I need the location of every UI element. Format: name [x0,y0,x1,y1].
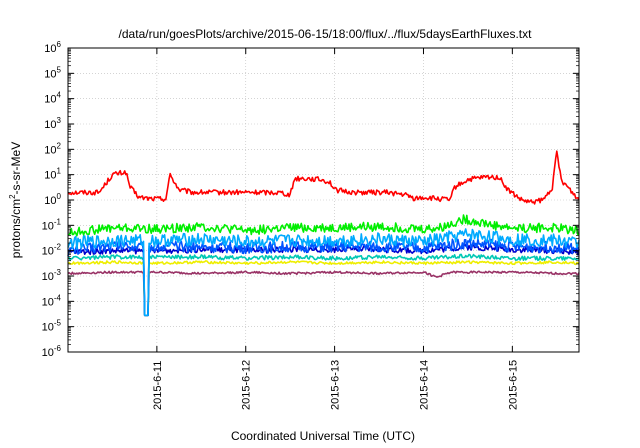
x-tick-label: 2015-6-15 [507,360,519,410]
y-tick-label: 101 [44,167,61,182]
y-axis-label-pre: protons/cm [9,199,23,258]
y-axis-label-sup: 2 [8,194,17,199]
y-tick-label: 10-4 [42,293,62,308]
y-axis-label: protons/cm2-s-sr-MeV [8,142,23,258]
chart-title: /data/run/goesPlots/archive/2015-06-15/1… [119,27,533,41]
y-axis-label-post: -s-sr-MeV [9,142,23,195]
y-tick-label: 10-3 [42,268,62,283]
series-line-7 [67,270,580,317]
series-line-0 [67,150,580,205]
y-tick-label: 105 [44,65,61,80]
series-line-1 [67,214,580,237]
x-tick-label: 2015-6-13 [330,360,342,410]
y-tick-label: 10-2 [42,243,62,258]
x-axis: 2015-6-11 2015-6-12 2015-6-13 2015-6-14 2015… [152,48,519,410]
series-line-2 [67,228,580,317]
y-tick-label: 100 [44,192,61,207]
y-tick-label: 10-1 [42,217,62,232]
series-line-3 [67,238,580,317]
y-tick-label: 10-5 [42,319,62,334]
series-line-5 [67,253,580,317]
x-tick-label: 2015-6-12 [241,360,253,410]
y-tick-label: 104 [44,91,61,106]
series-layer [67,150,580,317]
series-line-6 [67,260,580,317]
y-axis: 10-6 10-5 10-4 10-3 10-2 10-1 100 101 102 103 104 1… [42,40,579,359]
y-tick-label: 103 [44,116,61,131]
y-tick-label: 10-6 [42,344,62,359]
x-tick-label: 2015-6-14 [418,360,430,410]
x-axis-label: Coordinated Universal Time (UTC) [231,429,415,443]
y-tick-label: 106 [44,40,61,55]
x-tick-label: 2015-6-11 [152,361,164,410]
y-tick-label: 102 [44,141,61,156]
